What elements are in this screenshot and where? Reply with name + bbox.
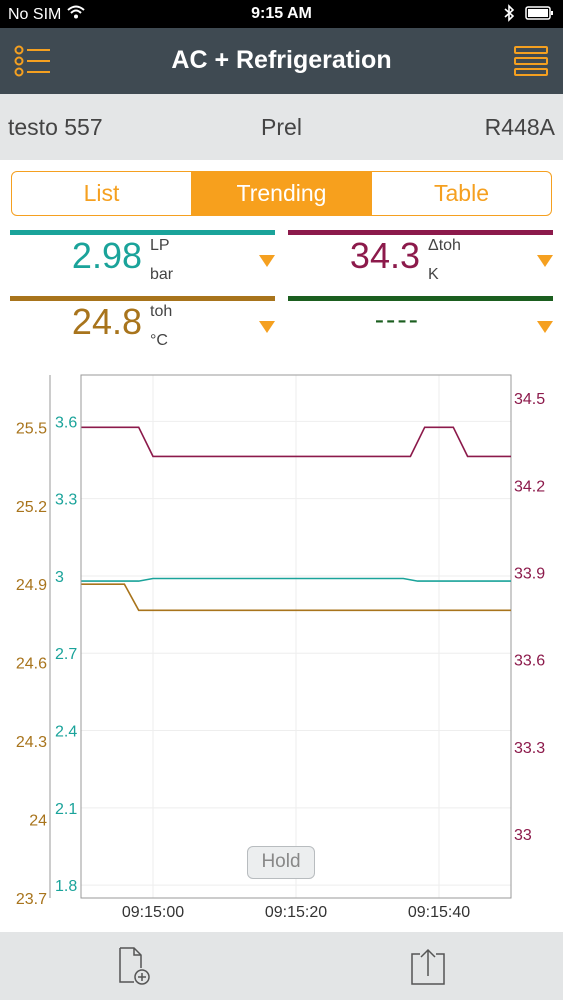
- tile-label: LP: [150, 237, 170, 254]
- toh-axis-tick-label: 24: [29, 813, 47, 830]
- dtoh-axis-tick-label: 33.3: [514, 740, 545, 757]
- tile-unit: bar: [150, 266, 174, 283]
- lp-axis-tick-label: 2.4: [55, 724, 77, 741]
- dtoh-axis-tick-label: 34.5: [514, 391, 545, 408]
- status-time: 9:15 AM: [251, 5, 312, 22]
- dropdown-arrow-icon[interactable]: [259, 321, 275, 333]
- nav-bar: AC + Refrigeration: [0, 28, 563, 94]
- tile-unit: K: [428, 266, 439, 283]
- bottom-toolbar: [0, 932, 563, 1000]
- status-bar: No SIM 9:15 AM: [0, 0, 563, 28]
- tile-label: toh: [150, 303, 173, 320]
- tile-toh[interactable]: 24.8 toh °C: [10, 296, 275, 354]
- tab-list[interactable]: List: [83, 180, 120, 206]
- time-axis-tick-label: 09:15:00: [122, 904, 184, 920]
- carrier-label: No SIM: [8, 5, 62, 23]
- wifi-icon: [67, 5, 86, 24]
- battery-icon: [525, 5, 555, 26]
- dtoh-axis-tick-label: 33.6: [514, 653, 545, 670]
- series-line-lp: [81, 577, 511, 582]
- dropdown-arrow-icon[interactable]: [537, 255, 553, 267]
- share-export-icon[interactable]: [408, 946, 448, 986]
- plot-frame: [80, 374, 512, 899]
- tile-color-bar: [288, 230, 553, 235]
- tab-table[interactable]: Table: [371, 172, 551, 215]
- lp-axis-tick-label: 3: [55, 569, 64, 586]
- lp-axis-tick-label: 3.6: [55, 414, 77, 431]
- tile-empty[interactable]: ----: [288, 296, 553, 354]
- tile-color-bar: [10, 230, 275, 235]
- tile-color-bar: [10, 296, 275, 301]
- series-line-dtoh: [81, 426, 511, 458]
- trend-chart: 25.5 25.2 24.9 24.6 24.3 24 23.7 3.6 3.3 3 2.7 2.4 2…: [0, 360, 563, 921]
- series-line-toh: [81, 583, 511, 612]
- toh-axis-tick-label: 25.2: [16, 499, 47, 516]
- bluetooth-icon: [503, 4, 515, 27]
- toh-axis-tick-label: 24.9: [16, 577, 47, 594]
- device-name: testo 557: [8, 114, 103, 140]
- toh-axis-tick-label: 25.5: [16, 420, 47, 437]
- tile-color-bar: [288, 296, 553, 301]
- toh-axis-tick-label: 24.3: [16, 734, 47, 751]
- lp-axis-tick-label: 3.3: [55, 492, 77, 509]
- time-axis-tick-label: 09:15:40: [408, 904, 470, 920]
- tile-unit: °C: [150, 332, 168, 349]
- dtoh-axis-tick-label: 34.2: [514, 478, 545, 495]
- lp-axis-tick-label: 1.8: [55, 878, 77, 895]
- dropdown-arrow-icon[interactable]: [259, 255, 275, 267]
- lp-axis-tick-label: 2.1: [55, 801, 77, 818]
- hold-button[interactable]: Hold: [247, 846, 315, 879]
- dtoh-axis-tick-label: 33: [514, 827, 532, 844]
- lp-axis-tick-label: 2.7: [55, 646, 77, 663]
- status-left: No SIM: [8, 5, 86, 24]
- trend-chart-svg: 25.5 25.2 24.9 24.6 24.3 24 23.7 3.6 3.3 3 2.7 2.4 2…: [16, 374, 545, 921]
- tile-value: 34.3: [349, 235, 420, 276]
- toh-axis-tick-label: 23.7: [16, 891, 47, 908]
- tile-value: 24.8: [71, 301, 142, 342]
- view-tabs: List Trending Table: [11, 171, 552, 216]
- refrigerant-label[interactable]: R448A: [484, 114, 555, 140]
- tile-dtoh[interactable]: 34.3 Δtoh K: [288, 230, 553, 288]
- device-bar: testo 557 Prel R448A: [0, 94, 563, 160]
- status-right: [503, 4, 555, 27]
- list-settings-icon[interactable]: [14, 44, 52, 78]
- dropdown-arrow-icon[interactable]: [537, 321, 553, 333]
- tile-value: ----: [374, 304, 420, 335]
- tile-label: Δtoh: [428, 237, 461, 254]
- tile-lp[interactable]: 2.98 LP bar: [10, 230, 275, 288]
- time-axis-tick-label: 09:15:20: [265, 904, 327, 920]
- menu-icon[interactable]: [513, 44, 549, 78]
- page-title: AC + Refrigeration: [171, 46, 392, 74]
- dtoh-axis-tick-label: 33.9: [514, 566, 545, 583]
- tab-trending[interactable]: Trending: [191, 172, 371, 215]
- new-document-icon[interactable]: [114, 946, 154, 986]
- toh-axis-tick-label: 24.6: [16, 656, 47, 673]
- tile-value: 2.98: [71, 235, 142, 276]
- measurement-mode: Prel: [261, 114, 302, 140]
